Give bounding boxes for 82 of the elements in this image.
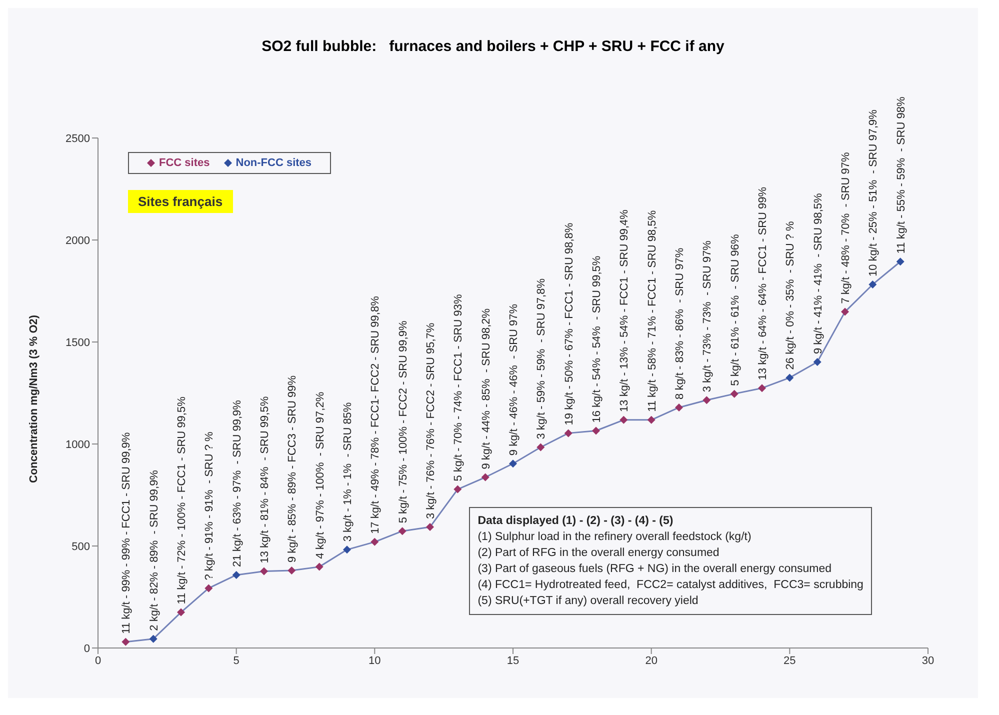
x-tick-label: 30 xyxy=(922,654,934,667)
x-tick-label: 25 xyxy=(784,654,796,667)
annotation: 3 kg/t - 59% - 59% - SRU 97,8% xyxy=(536,278,548,440)
annotation: 3 kg/t - 1% - 1% - SRU 85% xyxy=(342,402,354,542)
point xyxy=(204,584,213,592)
point xyxy=(481,473,490,482)
annotation: 9 kg/t - 46% - 46% - SRU 97% xyxy=(508,304,520,456)
y-tick-label: 500 xyxy=(72,540,90,553)
point xyxy=(509,460,517,468)
annotation: 11 kg/t - 55% - 59% - SRU 98% xyxy=(895,96,908,254)
point xyxy=(426,523,434,532)
annotation: 11 kg/t - 58% - 71% - FCC1 - SRU 98,5% xyxy=(646,210,658,412)
x-tick-label: 0 xyxy=(94,654,102,667)
point xyxy=(232,570,240,579)
point xyxy=(398,527,406,536)
point xyxy=(454,485,462,494)
chart-title: SO2 full bubble: furnaces and boilers + CHP + SRU + FCC if any xyxy=(260,38,726,55)
point xyxy=(647,416,656,424)
annotation: 26 kg/t - 0% - 35% - SRU ? % xyxy=(784,220,797,370)
point xyxy=(730,390,738,398)
annotation: (5) SRU(+TGT if any) overall recovery yield xyxy=(478,594,700,610)
annotation: (4) FCC1= Hydrotreated feed, FCC2= catalyst additives, FCC3= scrubbing xyxy=(478,578,864,594)
point xyxy=(370,538,379,546)
annotation: 13 kg/t - 13% - 54% - FCC1 - SRU 99,4% xyxy=(618,209,631,412)
annotation: 5 kg/t - 75% - 100% - FCC2 - SRU 99,9% xyxy=(397,320,410,524)
point xyxy=(536,443,545,452)
y-tick-label: 1000 xyxy=(66,438,90,451)
point xyxy=(177,608,185,616)
legend-label: FCC sites xyxy=(158,157,210,169)
annotation: 11 kg/t - 99% - 99% - FCC1 - SRU 99,9% xyxy=(120,432,133,634)
annotation: 3 kg/t - 73% - 73% - SRU 97% xyxy=(702,240,714,392)
point xyxy=(149,634,158,643)
annotation: Data displayed (1) - (2) - (3) - (4) - (5) xyxy=(478,514,674,530)
point xyxy=(564,429,572,438)
point xyxy=(786,374,794,382)
x-tick-label: 20 xyxy=(645,654,658,667)
point xyxy=(620,416,628,424)
annotation: 9 kg/t - 85% - 89% - FCC3 - SRU 99% xyxy=(286,375,299,562)
annotation: 7 kg/t - 48% - 70% - SRU 97% xyxy=(840,152,852,304)
annotation: 9 kg/t - 41% - 41% - SRU 98,5% xyxy=(812,192,824,354)
annotation: 19 kg/t - 50% - 67% - FCC1 - SRU 98,8% xyxy=(563,222,576,426)
annotation: ? kg/t - 91% - 91% - SRU ? % xyxy=(204,431,216,580)
annotation: 13 kg/t - 81% - 84% - SRU 99,5% xyxy=(259,396,271,564)
point xyxy=(675,403,683,412)
y-axis-title: Concentration mg/Nm3 (3 % O2) xyxy=(28,314,40,483)
point xyxy=(122,638,130,646)
annotation: (2) Part of RFG in the overall energy consumed xyxy=(478,546,720,562)
y-tick-label: 2000 xyxy=(66,234,90,247)
point xyxy=(758,384,766,392)
annotation: 9 kg/t - 44% - 85% - SRU 98,2% xyxy=(480,308,492,470)
annotation: 10 kg/t - 25% - 51% - SRU 97,9% xyxy=(868,109,880,276)
annotation: 21 kg/t - 63% - 97% - SRU 99,9% xyxy=(231,400,244,567)
y-tick-label: 2500 xyxy=(66,132,90,145)
point xyxy=(260,567,268,576)
point xyxy=(813,358,822,366)
y-tick-label: 1500 xyxy=(66,336,90,349)
annotation: 3 kg/t - 76% - 76% - FCC2 - SRU 95,7% xyxy=(425,322,437,520)
point xyxy=(343,546,351,554)
legend-label: Non-FCC sites xyxy=(234,157,312,169)
annotation: 13 kg/t - 64% - 64% - FCC1 - SRU 99% xyxy=(757,186,769,380)
annotation: 8 kg/t - 83% - 86% - SRU 97% xyxy=(674,248,686,400)
annotation: 11 kg/t - 72% - 100% - FCC1 - SRU 99,5% xyxy=(176,396,188,604)
point xyxy=(702,396,711,404)
point xyxy=(315,562,324,571)
y-tick-label: 0 xyxy=(84,642,90,655)
point xyxy=(841,308,849,316)
point xyxy=(896,258,904,266)
point xyxy=(868,280,877,288)
x-tick-label: 5 xyxy=(233,654,240,667)
annotation: Sites français xyxy=(128,190,233,213)
annotation: 5 kg/t - 70% - 74% - FCC1 - SRU 93% xyxy=(452,294,465,482)
annotation: 5 kg/t - 61% - 61% - SRU 96% xyxy=(729,234,742,386)
x-tick-label: 10 xyxy=(368,654,381,667)
annotation: 2 kg/t - 82% - 89% - SRU 99,9% xyxy=(148,470,160,631)
annotation: 16 kg/t - 54% - 54% - SRU 99,5% xyxy=(591,256,603,423)
point xyxy=(592,426,600,435)
annotation: (1) Sulphur load in the refinery overall feedstock (kg/t) xyxy=(478,530,752,546)
annotation: (3) Part of gaseous fuels (RFG + NG) in the overall energy consumed xyxy=(478,562,833,578)
point xyxy=(288,566,296,574)
x-tick-label: 15 xyxy=(506,654,520,667)
annotation: 4 kg/t - 97% - 100% - SRU 97,2% xyxy=(314,392,326,559)
annotation: 17 kg/t - 49% - 78% - FCC1- FCC2 - SRU 99,8% xyxy=(370,296,382,534)
